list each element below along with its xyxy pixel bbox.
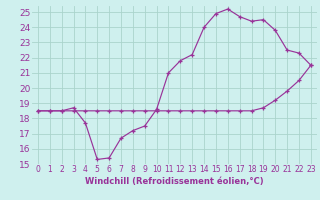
X-axis label: Windchill (Refroidissement éolien,°C): Windchill (Refroidissement éolien,°C) — [85, 177, 264, 186]
